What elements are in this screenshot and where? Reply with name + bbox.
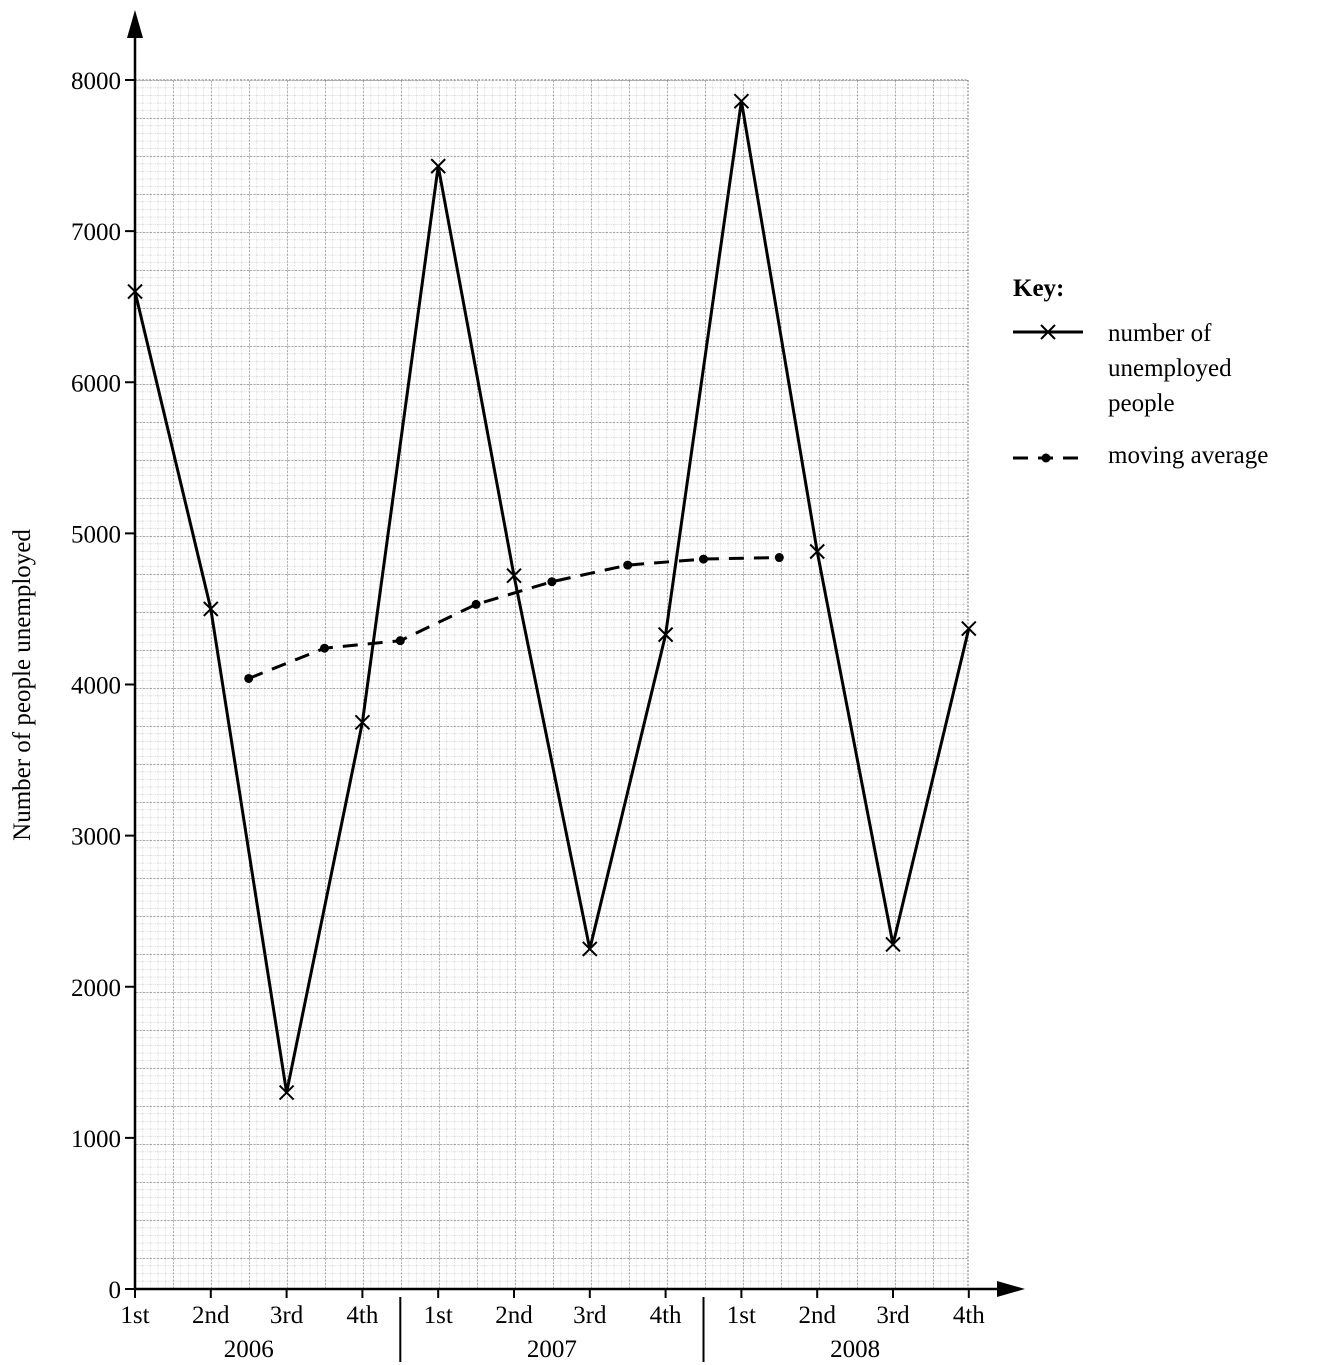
unemployed-point: [430, 158, 446, 174]
unemployed-point: [657, 626, 674, 643]
legend: Key: number of unemployed people moving av…: [1013, 275, 1268, 469]
legend-label-unemployed: number of unemployed people: [1108, 320, 1232, 417]
y-tick-label: 5000: [71, 521, 121, 548]
legend-title: Key:: [1013, 275, 1064, 302]
axes: [127, 10, 1025, 1297]
moving-average-point: [623, 560, 633, 570]
year-label: 2008: [830, 1336, 880, 1363]
y-tick-label: 8000: [71, 68, 121, 95]
y-tick-label: 1000: [71, 1126, 121, 1153]
legend-label-moving-average: moving average: [1108, 442, 1268, 469]
unemployed-point: [127, 283, 143, 300]
x-tick-label: 3rd: [573, 1302, 607, 1329]
unemployed-point: [506, 567, 522, 584]
x-tick-label: 2nd: [495, 1302, 533, 1329]
legend-cross-marker-icon: [1040, 324, 1056, 340]
unemployed-point: [278, 1084, 295, 1101]
y-tick-label: 2000: [71, 975, 121, 1002]
moving-average-point: [774, 553, 784, 563]
y-tick-label: 0: [109, 1277, 122, 1304]
x-tick-label: 2nd: [798, 1302, 836, 1329]
unemployed-point: [354, 714, 371, 730]
unemployed-line: [133, 100, 971, 1093]
y-tick-label: 6000: [71, 370, 121, 397]
x-ticks: 1st 2nd 3rd 4th 1st 2nd 3rd 4th 1st 2nd 3rd 4th: [120, 1289, 985, 1329]
y-ticks: 0 1000 2000 3000 4000 5000 6000 7000 8000: [71, 68, 135, 1304]
year-label: 2006: [224, 1336, 274, 1363]
major-gridlines: [135, 80, 968, 1289]
x-tick-label: 2nd: [192, 1302, 230, 1329]
y-axis-title: Number of people unemployed: [9, 529, 36, 841]
unemployed-point: [203, 601, 219, 617]
moving-average-point: [320, 643, 329, 653]
x-tick-label: 1st: [424, 1302, 453, 1329]
x-tick-label: 4th: [953, 1302, 985, 1329]
x-tick-label: 1st: [120, 1302, 149, 1329]
x-tick-label: 1st: [727, 1302, 756, 1329]
x-tick-label: 4th: [346, 1302, 378, 1329]
moving-average-point: [547, 577, 557, 587]
y-axis-arrow: [127, 10, 143, 38]
plot-grid: [134, 79, 969, 1290]
moving-average-line: [248, 556, 780, 680]
y-tick-label: 7000: [71, 219, 121, 246]
series-layer: [127, 93, 977, 1101]
x-tick-label: 4th: [650, 1302, 682, 1329]
y-tick-label: 4000: [71, 673, 121, 700]
legend-dot-marker-icon: [1041, 453, 1051, 463]
moving-average-point: [699, 554, 708, 564]
legend-entry-moving-average: moving average: [1013, 442, 1268, 469]
unemployed-point: [809, 543, 825, 560]
unemployed-point: [582, 941, 598, 957]
moving-average-point: [244, 673, 254, 683]
unemployed-point: [733, 93, 750, 109]
year-label: 2007: [527, 1336, 577, 1363]
x-tick-label: 3rd: [270, 1302, 304, 1329]
moving-average-point: [395, 636, 405, 646]
legend-entry-unemployed: number of unemployed people: [1013, 320, 1232, 417]
unemployed-point: [961, 620, 977, 637]
x-tick-label: 3rd: [876, 1302, 910, 1329]
y-tick-label: 3000: [71, 824, 121, 851]
moving-average-point: [471, 599, 481, 609]
unemployed-point: [885, 936, 901, 953]
year-groups: 2006 2007 2008: [224, 1297, 880, 1363]
x-axis-arrow: [997, 1281, 1025, 1297]
